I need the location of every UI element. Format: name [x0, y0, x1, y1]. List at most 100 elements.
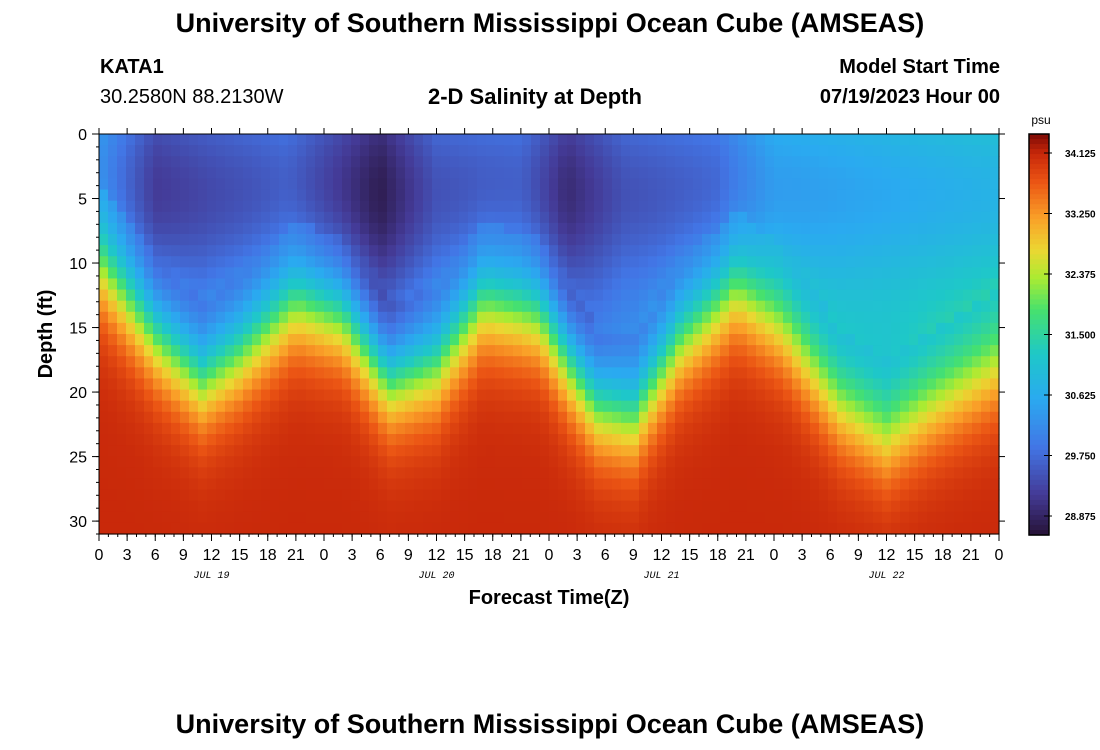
heatmap-cell	[369, 500, 379, 513]
heatmap-cell	[657, 211, 667, 224]
heatmap-cell	[243, 500, 253, 513]
heatmap-cell	[765, 345, 775, 357]
heatmap-cell	[270, 311, 280, 324]
heatmap-cell	[648, 434, 658, 446]
heatmap-cell	[972, 322, 982, 335]
heatmap-cell	[216, 311, 226, 324]
heatmap-cell	[639, 345, 649, 357]
heatmap-cell	[990, 500, 1000, 513]
colorbar-tick-label: 29.750	[1065, 451, 1096, 462]
heatmap-cell	[738, 467, 748, 480]
heatmap-cell	[621, 134, 631, 146]
heatmap-cell	[378, 389, 388, 402]
colorbar-swatch	[1029, 414, 1049, 421]
heatmap-cell	[864, 378, 874, 391]
heatmap-cell	[144, 322, 154, 335]
heatmap-cell	[207, 434, 217, 446]
heatmap-cell	[477, 511, 487, 524]
heatmap-cell	[567, 322, 577, 335]
heatmap-cell	[585, 178, 595, 191]
heatmap-cell	[846, 211, 856, 224]
heatmap-cell	[135, 467, 145, 480]
heatmap-cell	[315, 145, 325, 157]
heatmap-cell	[468, 500, 478, 513]
heatmap-cell	[387, 356, 397, 368]
heatmap-cell	[387, 267, 397, 280]
heatmap-cell	[819, 411, 829, 424]
heatmap-cell	[99, 489, 109, 502]
heatmap-cell	[207, 234, 217, 246]
heatmap-cell	[198, 311, 208, 324]
heatmap-cell	[576, 245, 586, 257]
heatmap-cell	[918, 489, 928, 502]
heatmap-cell	[423, 511, 433, 524]
heatmap-cell	[972, 489, 982, 502]
heatmap-cell	[414, 445, 424, 457]
heatmap-cell	[963, 200, 973, 213]
heatmap-cell	[567, 189, 577, 202]
heatmap-cell	[297, 511, 307, 524]
heatmap-cell	[945, 456, 955, 468]
heatmap-cell	[837, 222, 847, 235]
heatmap-cell	[423, 245, 433, 257]
heatmap-cell	[108, 478, 118, 491]
heatmap-cell	[351, 256, 361, 268]
heatmap-cell	[117, 411, 127, 424]
heatmap-cell	[864, 345, 874, 357]
heatmap-cell	[783, 367, 793, 380]
heatmap-cell	[225, 511, 235, 524]
heatmap-cell	[801, 422, 811, 435]
heatmap-cell	[522, 278, 532, 291]
heatmap-cell	[288, 445, 298, 457]
heatmap-cell	[567, 456, 577, 468]
heatmap-cell	[837, 389, 847, 402]
date-label: JUL 21	[643, 571, 679, 582]
heatmap-cell	[720, 456, 730, 468]
heatmap-cell	[756, 489, 766, 502]
heatmap-cell	[360, 200, 370, 213]
heatmap-cell	[882, 256, 892, 268]
heatmap-cell	[981, 245, 991, 257]
heatmap-cell	[135, 345, 145, 357]
heatmap-cell	[729, 256, 739, 268]
heatmap-cell	[918, 422, 928, 435]
heatmap-cell	[918, 389, 928, 402]
heatmap-cell	[540, 300, 550, 313]
heatmap-cell	[981, 511, 991, 524]
heatmap-cell	[189, 378, 199, 391]
heatmap-cell	[135, 511, 145, 524]
heatmap-cell	[612, 456, 622, 468]
heatmap-cell	[927, 189, 937, 202]
heatmap-cell	[171, 411, 181, 424]
heatmap-cell	[945, 356, 955, 368]
heatmap-cell	[252, 278, 262, 291]
heatmap-cell	[108, 189, 118, 202]
heatmap-cell	[936, 256, 946, 268]
heatmap-cell	[144, 345, 154, 357]
heatmap-cell	[279, 222, 289, 235]
heatmap-cell	[333, 178, 343, 191]
heatmap-cell	[144, 400, 154, 413]
heatmap-cell	[405, 289, 415, 302]
heatmap-cell	[693, 156, 703, 168]
heatmap-cell	[189, 311, 199, 324]
heatmap-cell	[783, 311, 793, 324]
heatmap-cell	[396, 389, 406, 402]
heatmap-cell	[693, 178, 703, 191]
heatmap-cell	[756, 378, 766, 391]
heatmap-cell	[963, 222, 973, 235]
heatmap-cell	[135, 434, 145, 446]
heatmap-cell	[441, 245, 451, 257]
heatmap-cell	[738, 389, 748, 402]
heatmap-cell	[864, 167, 874, 180]
heatmap-cell	[684, 211, 694, 224]
heatmap-cell	[675, 300, 685, 313]
x-tick-label: 21	[287, 547, 305, 564]
heatmap-cell	[981, 189, 991, 202]
heatmap-cell	[126, 334, 136, 346]
heatmap-cell	[945, 267, 955, 280]
heatmap-cell	[360, 356, 370, 368]
heatmap-cell	[855, 278, 865, 291]
heatmap-cell	[837, 434, 847, 446]
heatmap-cell	[756, 389, 766, 402]
